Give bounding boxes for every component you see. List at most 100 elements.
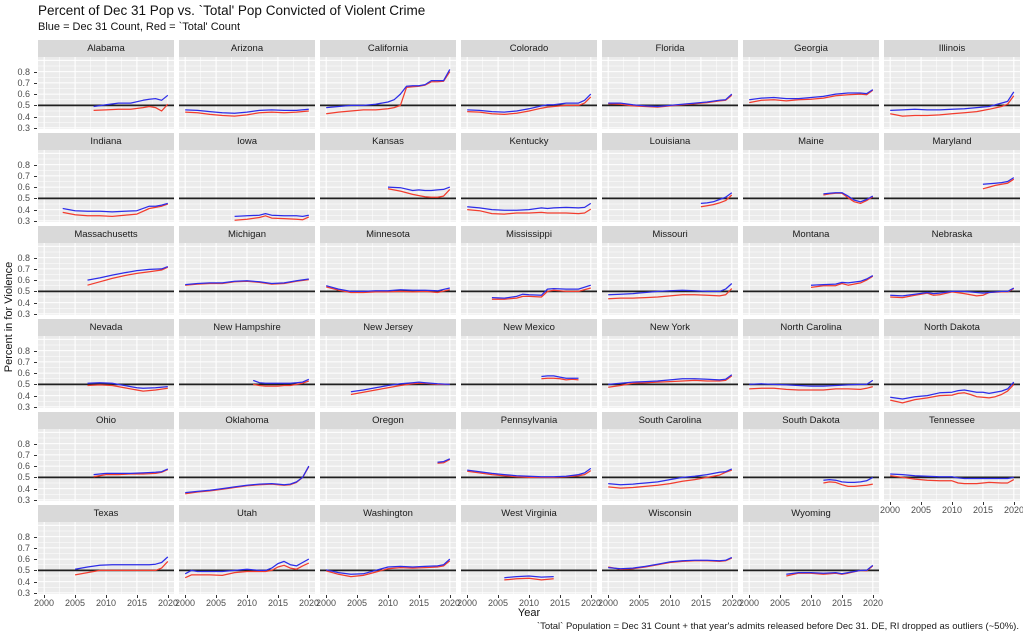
x-tick-mark — [388, 595, 389, 598]
y-tick-mark — [34, 444, 37, 445]
y-tick-label: 0.3 — [17, 495, 30, 505]
total-line-pennsylvania — [467, 470, 592, 479]
total-line-missouri — [608, 288, 733, 300]
facet-panel-florida — [602, 57, 738, 129]
total-line-washington — [326, 560, 451, 578]
y-tick-label: 0.4 — [17, 112, 30, 122]
y-tick-label: 0.7 — [17, 357, 30, 367]
facet-strip-minnesota: Minnesota — [320, 226, 456, 243]
y-tick-mark — [34, 396, 37, 397]
x-tick-mark — [467, 595, 468, 598]
facet-panel-new-jersey — [320, 336, 456, 408]
total-line-texas — [74, 560, 169, 576]
y-tick-label: 0.3 — [17, 123, 30, 133]
y-tick-mark — [34, 94, 37, 95]
facet-strip-georgia: Georgia — [743, 40, 879, 57]
y-tick-label: 0.3 — [17, 309, 30, 319]
dec31-line-north-dakota — [890, 381, 1015, 400]
facet-panel-kentucky — [461, 150, 597, 222]
y-tick-label: 0.6 — [17, 554, 30, 564]
dec31-line-kentucky — [467, 202, 592, 211]
facet-strip-new-hampshire: New Hampshire — [179, 319, 315, 336]
total-line-new-mexico — [541, 377, 579, 381]
facet-strip-ohio: Ohio — [38, 412, 174, 429]
total-line-illinois — [890, 95, 1015, 117]
dec31-line-pennsylvania — [467, 467, 592, 478]
dec31-line-nebraska — [890, 287, 1015, 297]
facet-strip-louisiana: Louisiana — [602, 133, 738, 150]
facet-panel-south-dakota — [743, 429, 879, 501]
facet-panel-west-virginia — [461, 522, 597, 594]
x-tick-label: 2005 — [346, 598, 368, 608]
dec31-line-south-dakota — [823, 476, 874, 484]
x-tick-mark — [247, 595, 248, 598]
x-tick-mark — [498, 595, 499, 598]
x-tick-mark — [983, 502, 984, 505]
total-line-kentucky — [467, 208, 592, 215]
x-tick-mark — [952, 502, 953, 505]
y-tick-mark — [34, 593, 37, 594]
total-line-west-virginia — [504, 577, 554, 581]
chart-caption: `Total` Population = Dec 31 Count + that… — [536, 621, 1019, 632]
x-tick-label: 2000 — [738, 598, 760, 608]
total-line-ohio — [93, 468, 169, 478]
y-tick-mark — [34, 303, 37, 304]
facet-strip-kentucky: Kentucky — [461, 133, 597, 150]
facet-panel-wyoming — [743, 522, 879, 594]
dec31-line-massachusetts — [87, 266, 169, 281]
y-tick-label: 0.8 — [17, 160, 30, 170]
y-tick-mark — [34, 477, 37, 478]
x-tick-label: 2015 — [690, 598, 712, 608]
facet-strip-utah: Utah — [179, 505, 315, 522]
dec31-line-illinois — [890, 91, 1015, 112]
x-tick-label: 2020 — [862, 598, 884, 608]
y-tick-mark — [34, 314, 37, 315]
x-tick-label: 2005 — [769, 598, 791, 608]
y-tick-mark — [34, 280, 37, 281]
x-tick-label: 2005 — [205, 598, 227, 608]
facet-panel-minnesota — [320, 243, 456, 315]
dec31-line-wisconsin — [608, 556, 733, 570]
y-tick-label: 0.7 — [17, 543, 30, 553]
y-tick-label: 0.4 — [17, 484, 30, 494]
x-tick-mark — [732, 595, 733, 598]
y-tick-mark — [34, 291, 37, 292]
facet-panel-missouri — [602, 243, 738, 315]
x-tick-mark — [44, 595, 45, 598]
x-tick-label: 2005 — [487, 598, 509, 608]
total-line-massachusetts — [87, 266, 169, 286]
facet-panel-mississippi — [461, 243, 597, 315]
total-line-mississippi — [491, 287, 591, 300]
facet-panel-louisiana — [602, 150, 738, 222]
facet-strip-colorado: Colorado — [461, 40, 597, 57]
y-tick-label: 0.7 — [17, 171, 30, 181]
facet-strip-south-dakota: South Dakota — [743, 412, 879, 429]
x-tick-label: 2000 — [597, 598, 619, 608]
facet-panel-nevada — [38, 336, 174, 408]
x-tick-label: 2010 — [236, 598, 258, 608]
total-line-arizona — [185, 110, 309, 117]
y-tick-label: 0.8 — [17, 67, 30, 77]
y-tick-mark — [34, 72, 37, 73]
total-line-new-york — [608, 375, 733, 388]
x-tick-label: 2020 — [298, 598, 320, 608]
facet-panel-utah — [179, 522, 315, 594]
x-tick-mark — [106, 595, 107, 598]
x-tick-mark — [185, 595, 186, 598]
x-tick-mark — [326, 595, 327, 598]
facet-strip-washington: Washington — [320, 505, 456, 522]
facet-strip-indiana: Indiana — [38, 133, 174, 150]
y-tick-mark — [34, 198, 37, 199]
facet-panel-alabama — [38, 57, 174, 129]
x-tick-label: 2010 — [800, 598, 822, 608]
y-tick-label: 0.4 — [17, 298, 30, 308]
x-tick-mark — [811, 595, 812, 598]
y-tick-mark — [34, 384, 37, 385]
x-tick-label: 2020 — [1003, 505, 1023, 515]
dec31-line-iowa — [234, 212, 309, 218]
facet-panel-iowa — [179, 150, 315, 222]
facet-strip-tennessee: Tennessee — [884, 412, 1020, 429]
x-tick-mark — [670, 595, 671, 598]
y-tick-mark — [34, 351, 37, 352]
facet-strip-oregon: Oregon — [320, 412, 456, 429]
